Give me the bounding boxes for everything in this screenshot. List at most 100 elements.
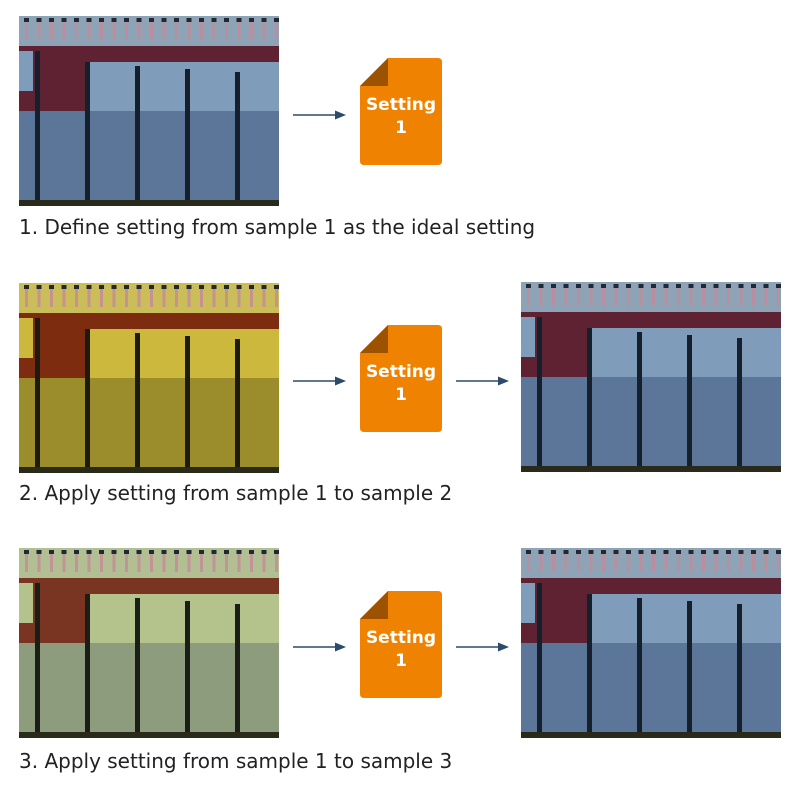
caption-step-3: 3. Apply setting from sample 1 to sample…	[19, 749, 453, 773]
circuit-contact	[36, 18, 42, 22]
circuit-trace	[627, 550, 630, 572]
circuit-contact	[236, 550, 242, 554]
circuit-contact	[74, 550, 79, 554]
pillar	[235, 604, 240, 738]
circuit-trace	[37, 18, 41, 40]
circuit-trace	[25, 18, 28, 40]
circuit-trace	[739, 550, 743, 572]
circuit-contact	[776, 550, 781, 554]
circuit-contact	[49, 285, 54, 289]
circuit-trace	[752, 550, 755, 572]
circuit-trace	[200, 550, 203, 572]
pillar	[587, 328, 592, 472]
circuit-trace	[100, 550, 103, 572]
circuit-trace	[689, 550, 693, 572]
sample-3-corrected-image	[521, 548, 781, 738]
circuit-trace	[175, 18, 178, 40]
circuit-trace	[50, 18, 53, 40]
pillar	[637, 598, 642, 738]
circuit-contact	[576, 550, 581, 554]
pillar	[185, 336, 190, 473]
circuit-contact	[174, 18, 179, 22]
circuit-trace	[112, 550, 116, 572]
upper-pad	[737, 338, 781, 377]
circuit-contact	[776, 284, 781, 288]
circuit-trace	[714, 550, 718, 572]
circuit-trace	[50, 550, 53, 572]
circuit-contact	[751, 284, 756, 288]
circuit-contact	[676, 550, 681, 554]
bottom-edge	[19, 200, 279, 206]
circuit-contact	[261, 550, 267, 554]
circuit-trace	[777, 284, 780, 306]
circuit-trace	[225, 550, 228, 572]
circuit-contact	[24, 285, 29, 289]
circuit-contact	[74, 285, 79, 289]
circuit-trace	[262, 18, 266, 40]
circuit-trace	[187, 18, 191, 40]
circuit-trace	[527, 284, 530, 306]
arrow-icon	[293, 106, 347, 120]
left-pad	[19, 583, 33, 623]
circuit-trace	[237, 550, 241, 572]
circuit-trace	[639, 284, 643, 306]
circuit-trace	[175, 550, 178, 572]
circuit-contact	[701, 550, 706, 554]
pillar	[85, 62, 90, 206]
circuit-contact	[186, 18, 192, 22]
circuit-contact	[526, 284, 531, 288]
circuit-contact	[751, 550, 756, 554]
file-fold	[360, 325, 388, 353]
circuit-contact	[161, 285, 167, 289]
circuit-contact	[86, 285, 92, 289]
circuit-trace	[62, 18, 66, 40]
circuit-trace	[664, 284, 668, 306]
circuit-trace	[539, 284, 543, 306]
pillar	[737, 604, 742, 738]
arrow-head	[498, 642, 509, 652]
circuit-contact	[211, 550, 217, 554]
circuit-trace	[25, 285, 28, 307]
circuit-contact	[236, 18, 242, 22]
circuit-contact	[61, 550, 67, 554]
pillar	[185, 601, 190, 738]
circuit-trace	[564, 284, 568, 306]
circuit-trace	[150, 18, 153, 40]
circuit-contact	[49, 550, 54, 554]
circuit-contact	[261, 18, 267, 22]
circuit-contact	[249, 18, 254, 22]
circuit-contact	[713, 550, 719, 554]
circuit-trace	[137, 550, 141, 572]
pillar	[687, 335, 692, 472]
pillar	[235, 339, 240, 473]
circuit-trace	[212, 285, 216, 307]
bottom-edge	[521, 466, 781, 472]
arrow-icon	[456, 372, 510, 386]
circuit-contact	[199, 550, 204, 554]
circuit-contact	[538, 284, 544, 288]
circuit-trace	[200, 285, 203, 307]
pillar	[587, 594, 592, 738]
circuit-contact	[61, 285, 67, 289]
circuit-trace	[539, 550, 543, 572]
pillar	[637, 332, 642, 472]
circuit-contact	[738, 550, 744, 554]
setting-number: 1	[395, 651, 407, 671]
circuit-contact	[651, 550, 656, 554]
circuit-trace	[752, 284, 755, 306]
caption-step-2: 2. Apply setting from sample 1 to sample…	[19, 481, 453, 505]
circuit-trace	[137, 18, 141, 40]
circuit-contact	[576, 284, 581, 288]
circuit-trace	[150, 285, 153, 307]
circuit-trace	[564, 550, 568, 572]
circuit-trace	[275, 18, 278, 40]
upper-pad	[235, 72, 279, 111]
circuit-trace	[87, 285, 91, 307]
circuit-contact	[36, 285, 42, 289]
pillar	[135, 598, 140, 738]
left-pad	[521, 583, 535, 623]
circuit-contact	[136, 285, 142, 289]
arrow-head	[335, 376, 346, 386]
circuit-contact	[86, 550, 92, 554]
pillar	[85, 594, 90, 738]
